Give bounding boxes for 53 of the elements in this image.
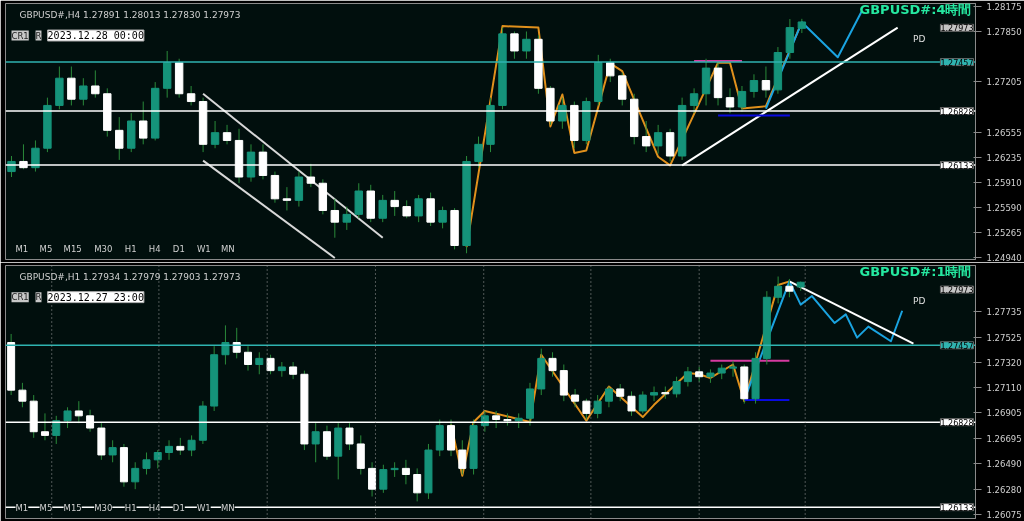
annotation: R	[35, 292, 42, 303]
y-tick-label: 1.27320	[986, 357, 1022, 368]
y-tick-label: 1.26555	[986, 127, 1022, 138]
annotation: D1	[172, 503, 185, 514]
annotation: M15	[63, 503, 82, 514]
annotation: W1	[196, 503, 211, 514]
annotation: PD	[913, 34, 926, 45]
annotation: M15	[63, 244, 82, 255]
y-tick-label: 1.24940	[986, 253, 1022, 264]
annotation: GBPUSD#:1時間	[859, 264, 972, 280]
annotation: H4	[148, 503, 161, 514]
annotation: H1	[124, 503, 137, 514]
y-tick-label: 1.28175	[986, 1, 1022, 12]
annotation: M1	[15, 503, 29, 514]
annotation: PD	[913, 295, 926, 306]
annotation: M5	[39, 244, 53, 255]
y-tick-label: 1.26280	[986, 484, 1022, 495]
y-tick-label: 1.27110	[986, 383, 1022, 394]
annotation: CR1	[11, 292, 29, 303]
y-tick-label: 1.26490	[986, 459, 1022, 469]
annotation: M1	[15, 244, 29, 255]
text: 2023.12.27 23:00	[47, 291, 144, 303]
annotation: M30	[94, 503, 113, 514]
annotation: M5	[39, 503, 53, 514]
annotation: W1	[196, 244, 211, 255]
y-tick-label: 1.27850	[986, 27, 1022, 38]
ref-line-label: 1.26828	[940, 418, 974, 428]
annotation: 1.27973	[940, 24, 974, 34]
y-tick-label: 1.26235	[986, 152, 1022, 163]
annotation: CR1	[11, 30, 29, 41]
y-tick-label: 1.26695	[986, 433, 1022, 444]
annotation: MN	[220, 244, 235, 255]
y-tick-label: 1.27525	[986, 332, 1022, 343]
annotation: M30	[94, 244, 113, 255]
y-tick-label: 1.25910	[986, 177, 1022, 188]
annotation: GBPUSD#:4時間	[859, 2, 972, 18]
text: GBPUSD#,H4 1.27891 1.28013 1.27830 1.27973	[19, 10, 241, 21]
ref-line-label: 1.27457	[940, 58, 974, 68]
annotation: D1	[172, 244, 185, 255]
text: 2023.12.28 00:00	[47, 30, 144, 41]
annotation: H4	[148, 244, 161, 255]
y-tick-label: 1.27205	[986, 77, 1022, 88]
y-tick-label: 1.26075	[986, 509, 1022, 520]
ref-line-label: 1.27457	[940, 341, 974, 351]
y-tick-label: 1.25590	[986, 202, 1022, 213]
y-tick-label: 1.25265	[986, 228, 1022, 239]
y-tick-label: 1.27735	[986, 306, 1022, 317]
annotation: 1.27973	[940, 286, 974, 296]
annotation: MN	[220, 503, 235, 514]
annotation: R	[35, 30, 42, 41]
y-tick-label: 1.26905	[986, 408, 1022, 419]
annotation: H1	[124, 244, 137, 255]
text: GBPUSD#,H1 1.27934 1.27979 1.27903 1.27973	[19, 271, 241, 282]
